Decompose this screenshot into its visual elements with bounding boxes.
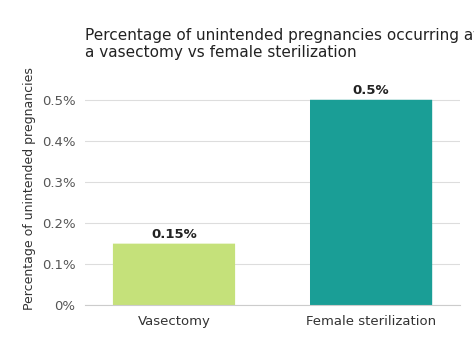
- Text: Percentage of unintended pregnancies occurring after
a vasectomy vs female steri: Percentage of unintended pregnancies occ…: [85, 28, 474, 60]
- Text: 0.15%: 0.15%: [151, 228, 197, 241]
- FancyBboxPatch shape: [310, 100, 432, 305]
- Text: 0.5%: 0.5%: [353, 84, 390, 97]
- FancyBboxPatch shape: [113, 244, 235, 305]
- Y-axis label: Percentage of unintended pregnancies: Percentage of unintended pregnancies: [23, 67, 36, 310]
